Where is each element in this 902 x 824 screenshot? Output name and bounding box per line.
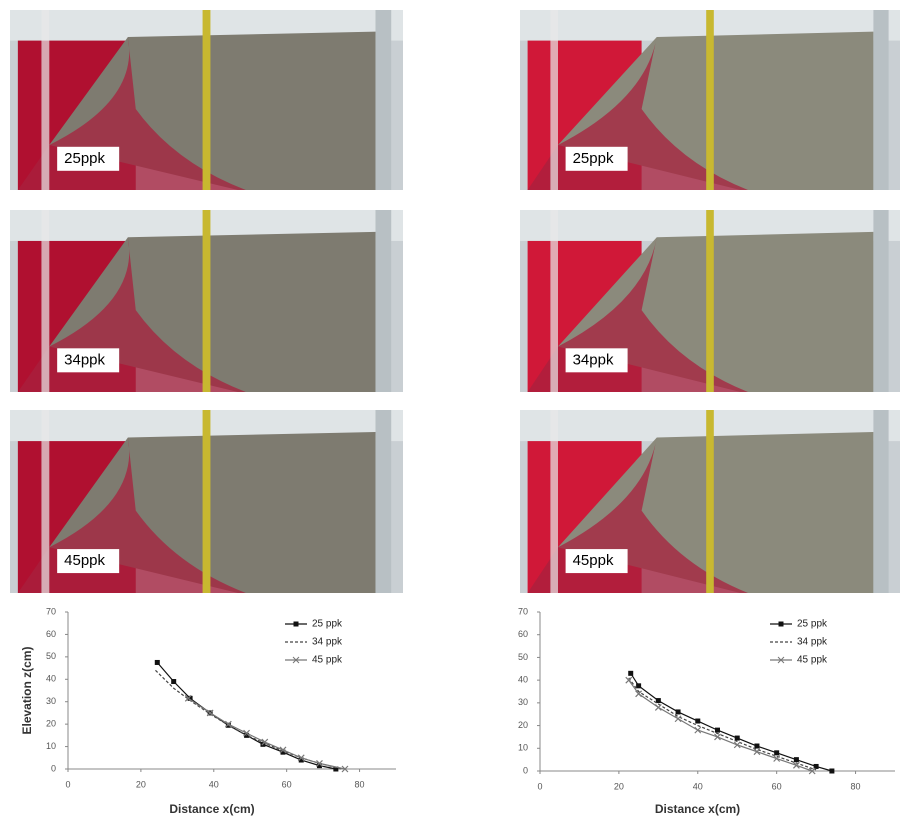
point [715, 734, 721, 740]
point [628, 671, 633, 676]
x-tick-label: 0 [537, 781, 542, 791]
figure: 25ppk 34ppk 45ppk 25ppk 34ppk 45ppk 0 10 20 30 40 5… [0, 0, 902, 819]
point [754, 744, 759, 749]
point [171, 679, 176, 684]
series-line [631, 673, 832, 771]
point [829, 769, 834, 774]
legend-label: 34 ppk [797, 637, 828, 648]
x-axis-title: Distance x(cm) [169, 802, 254, 816]
y-tick-label: 70 [46, 606, 56, 616]
point [695, 719, 700, 724]
y-tick-label: 20 [46, 719, 56, 729]
rod [203, 210, 211, 392]
legend-label: 25 ppk [312, 619, 343, 630]
panel-label: 25ppk [573, 150, 614, 167]
y-tick-label: 20 [518, 720, 528, 730]
panel-label: 45ppk [64, 552, 105, 569]
x-tick-label: 20 [136, 779, 146, 789]
point [636, 683, 641, 688]
left-post [41, 210, 49, 392]
panel-label: 45ppk [573, 552, 614, 569]
x-tick-label: 80 [355, 779, 365, 789]
left-post [550, 210, 558, 392]
series-line [629, 680, 812, 771]
y-tick-label: 30 [46, 696, 56, 706]
point [676, 709, 681, 714]
right-post [375, 410, 391, 593]
panel-label: 34ppk [573, 351, 614, 368]
series-line [629, 678, 816, 770]
left-post [41, 10, 49, 190]
y-tick-label: 30 [518, 697, 528, 707]
legend-marker [779, 622, 784, 627]
panel-label: 34ppk [64, 351, 105, 368]
legend-label: 45 ppk [797, 655, 828, 666]
y-tick-label: 40 [46, 674, 56, 684]
y-tick-label: 40 [518, 675, 528, 685]
series-line [155, 670, 341, 769]
point [155, 660, 160, 665]
y-tick-label: 10 [518, 743, 528, 753]
y-tick-label: 50 [46, 651, 56, 661]
y-tick-label: 70 [518, 606, 528, 616]
left-post [550, 10, 558, 190]
rod [706, 210, 714, 392]
point [715, 728, 720, 733]
panel-label: 25ppk [64, 150, 105, 167]
point [794, 757, 799, 762]
rod [203, 10, 211, 190]
y-tick-label: 10 [46, 741, 56, 751]
x-axis-title: Distance x(cm) [655, 802, 740, 816]
series-line [157, 662, 336, 769]
y-tick-label: 60 [46, 629, 56, 639]
y-tick-label: 60 [518, 629, 528, 639]
rod [706, 10, 714, 190]
x-tick-label: 40 [693, 781, 703, 791]
x-tick-label: 0 [65, 779, 70, 789]
left-post [550, 410, 558, 593]
point [735, 736, 740, 741]
x-tick-label: 20 [614, 781, 624, 791]
x-tick-label: 40 [209, 779, 219, 789]
legend-marker [294, 622, 299, 627]
point [675, 716, 681, 722]
y-tick-label: 50 [518, 652, 528, 662]
point [774, 750, 779, 755]
x-tick-label: 60 [282, 779, 292, 789]
legend-label: 34 ppk [312, 637, 343, 648]
legend-label: 45 ppk [312, 655, 343, 666]
point [754, 749, 760, 755]
legend-label: 25 ppk [797, 619, 828, 630]
y-tick-label: 0 [51, 763, 56, 773]
right-post [873, 210, 888, 392]
right-post [375, 10, 391, 190]
x-tick-label: 80 [851, 781, 861, 791]
point [695, 727, 701, 733]
y-axis-title: Elevation z(cm) [20, 646, 34, 734]
right-post [873, 10, 888, 190]
x-tick-label: 60 [772, 781, 782, 791]
point [655, 704, 661, 710]
right-post [873, 410, 888, 593]
point [734, 742, 740, 748]
left-post [41, 410, 49, 593]
series-line [188, 698, 345, 769]
rod [203, 410, 211, 593]
point [774, 756, 780, 762]
y-tick-label: 0 [523, 765, 528, 775]
right-post [375, 210, 391, 392]
rod [706, 410, 714, 593]
